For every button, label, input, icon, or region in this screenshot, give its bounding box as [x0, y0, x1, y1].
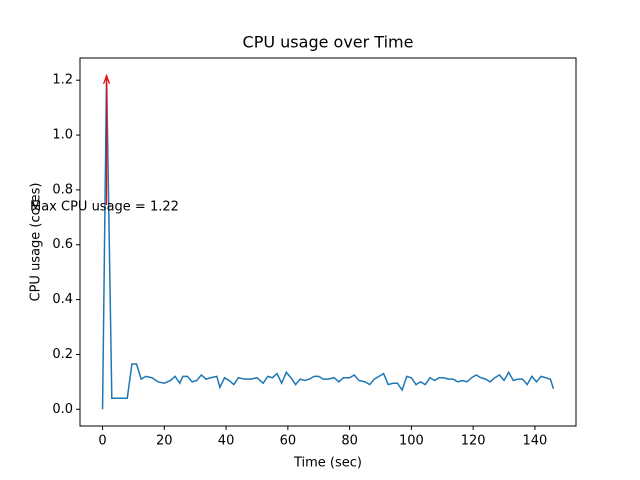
x-tick-label: 100 [399, 434, 424, 449]
x-tick-label: 120 [461, 434, 486, 449]
chart-title: CPU usage over Time [243, 33, 414, 52]
y-tick-label: 1.0 [52, 128, 73, 143]
y-axis-label: CPU usage (cores) [29, 183, 44, 302]
x-tick-label: 40 [218, 434, 235, 449]
x-axis-label: Time (sec) [293, 456, 362, 471]
x-tick-label: 140 [523, 434, 548, 449]
x-tick-label: 80 [341, 434, 358, 449]
y-tick-label: 0.6 [52, 237, 73, 252]
y-tick-label: 1.2 [52, 73, 73, 88]
y-tick-label: 0.4 [52, 292, 73, 307]
x-tick-label: 60 [280, 434, 297, 449]
annotation-text: Max CPU usage = 1.22 [30, 200, 179, 215]
x-tick-label: 0 [98, 434, 106, 449]
y-tick-label: 0.0 [52, 402, 73, 417]
y-tick-label: 0.2 [52, 347, 73, 362]
x-tick-label: 20 [156, 434, 173, 449]
annotation-arrowhead [102, 74, 111, 84]
data-line [101, 74, 555, 410]
y-tick-label: 0.8 [52, 182, 73, 197]
plot-frame [79, 57, 577, 427]
